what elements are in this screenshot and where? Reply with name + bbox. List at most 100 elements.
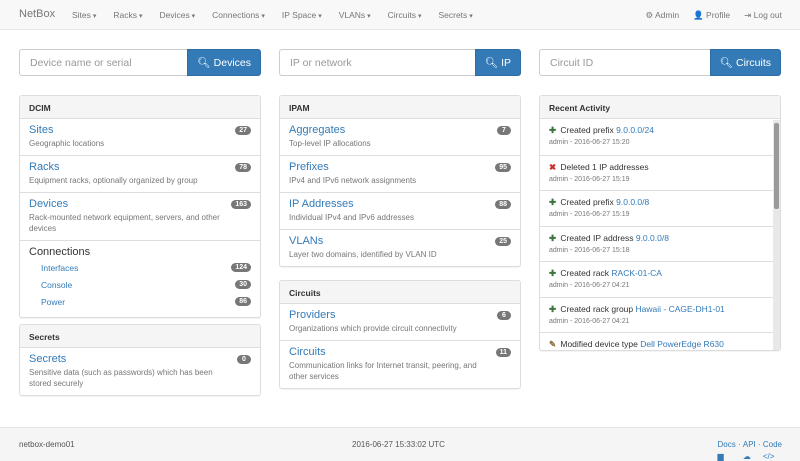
scrollbar[interactable] <box>773 120 780 350</box>
menu-circuits[interactable]: Circuits <box>388 10 422 20</box>
activity-line: ✚ Created prefix 9.0.0.0/24 <box>549 125 764 136</box>
item-title-link[interactable]: Aggregates <box>289 124 346 136</box>
circuit-search-button[interactable]: 🔍︎ Circuits <box>709 49 781 76</box>
item-title-link[interactable]: Prefixes <box>289 161 329 173</box>
activity-item: ✚ Created IP address 9.0.0.0/8 admin - 20… <box>540 225 773 262</box>
circuits-panel: Circuits Providers Organizations which pr… <box>279 280 521 389</box>
connection-item: Interfaces 124 <box>29 260 251 277</box>
activity-line: ✚ Created prefix 9.0.0.0/8 <box>549 197 764 208</box>
activity-line: ✚ Created IP address 9.0.0.0/8 <box>549 233 764 244</box>
item-title-link[interactable]: Devices <box>29 198 69 210</box>
connection-link[interactable]: Interfaces <box>41 263 79 273</box>
main-menu: Sites Racks Devices Connections IP Space… <box>72 10 490 20</box>
panel-heading: Recent Activity <box>540 96 780 119</box>
ip-search-input[interactable] <box>279 49 475 76</box>
connections-item: Connections Interfaces 124 Console 30 Power 8… <box>20 240 260 317</box>
item-title-link[interactable]: Sites <box>29 124 54 136</box>
item-description: Rack-mounted network equipment, servers,… <box>29 213 220 233</box>
list-item: VLANs Layer two domains, identified by VL… <box>280 229 520 266</box>
api-link[interactable]: API <box>742 440 756 449</box>
item-title-link[interactable]: VLANs <box>289 235 324 247</box>
circuit-search-input[interactable] <box>539 49 710 76</box>
count-badge: 0 <box>237 355 251 364</box>
count-badge: 7 <box>497 126 511 135</box>
menu-devices[interactable]: Devices <box>159 10 195 20</box>
activity-text: Deleted 1 IP addresses <box>560 161 649 172</box>
panel-heading: IPAM <box>280 96 520 119</box>
profile-link[interactable]: 👤 Profile <box>693 10 730 21</box>
admin-link[interactable]: ⚙ Admin <box>645 10 679 21</box>
activity-line: ✖ Deleted 1 IP addresses <box>549 162 764 173</box>
item-title-link[interactable]: Secrets <box>29 353 67 365</box>
activity-meta: admin - 2016-06-27 15:18 <box>549 246 630 254</box>
code-icon: </> <box>762 452 775 461</box>
device-search-input[interactable] <box>19 49 188 76</box>
item-description: Sensitive data (such as passwords) which… <box>29 368 213 388</box>
activity-object-link[interactable]: RACK-01-CA <box>611 268 662 278</box>
item-title-link[interactable]: Racks <box>29 161 60 173</box>
ip-search-button[interactable]: 🔍︎ IP <box>474 49 521 76</box>
button-label: Devices <box>213 57 251 69</box>
device-search-button[interactable]: 🔍︎ Devices <box>187 49 261 76</box>
cloud-icon: ☁ <box>742 452 751 461</box>
item-title-link[interactable]: Providers <box>289 309 336 321</box>
menu-secrets[interactable]: Secrets <box>438 10 472 20</box>
activity-item: ✚ Created rack group Hawaii - CAGE-DH1-0… <box>540 296 773 333</box>
activity-object-link[interactable]: 9.0.0.0/8 <box>616 197 650 207</box>
activity-object-link[interactable]: Dell PowerEdge R630 <box>640 339 724 349</box>
activity-line: ✚ Created rack group Hawaii - CAGE-DH1-0… <box>549 304 764 315</box>
brand-logo[interactable]: NetBox <box>19 8 56 20</box>
item-title-link[interactable]: Circuits <box>289 346 326 358</box>
connections-title: Connections <box>29 246 91 258</box>
list-item: Circuits Communication links for Internet… <box>280 340 520 388</box>
menu-sites[interactable]: Sites <box>72 10 96 20</box>
activity-meta: admin - 2016-06-27 15:20 <box>549 139 630 146</box>
connection-item: Power 86 <box>29 294 251 311</box>
activity-item: ✖ Deleted 1 IP addresses admin - 2016-06… <box>540 154 773 191</box>
dcim-panel: DCIM Sites Geographic locations 27 Racks Equ… <box>19 95 261 318</box>
list-item: Prefixes IPv4 and IPv6 network assignment… <box>280 155 520 192</box>
remove-icon: ✖ <box>549 161 557 172</box>
menu-ip-space[interactable]: IP Space <box>282 10 322 20</box>
activity-object-link[interactable]: 9.0.0.0/24 <box>616 125 654 135</box>
hostname: netbox-demo01 <box>19 440 75 449</box>
server-time: 2016-06-27 15:33:02 UTC <box>352 440 445 449</box>
connection-item: Console 30 <box>29 277 251 294</box>
menu-racks[interactable]: Racks <box>113 10 142 20</box>
panel-heading: DCIM <box>20 96 260 119</box>
secrets-panel: Secrets Secrets Sensitive data (such as p… <box>19 324 261 396</box>
button-label: IP <box>501 57 511 69</box>
connection-link[interactable]: Power <box>41 297 66 307</box>
connection-link[interactable]: Console <box>41 280 73 290</box>
activity-object-link[interactable]: Hawaii - CAGE-DH1-01 <box>635 303 725 314</box>
code-link[interactable]: Code <box>762 440 782 449</box>
gear-icon: ⚙ <box>645 10 654 20</box>
item-title-link[interactable]: IP Addresses <box>289 198 354 210</box>
activity-line: ✎ Modified device type Dell PowerEdge R6… <box>549 339 764 350</box>
item-description: Communication links for Internet transit… <box>289 361 477 381</box>
activity-object-link[interactable]: 9.0.0.0/8 <box>635 232 669 243</box>
item-description: Geographic locations <box>29 139 105 148</box>
logout-link[interactable]: ⇥ Log out <box>744 10 782 21</box>
recent-activity-panel: Recent Activity ✚ Created prefix 9.0.0.0… <box>539 95 781 351</box>
list-item: Aggregates Top-level IP allocations 7 <box>280 119 520 155</box>
item-description: Top-level IP allocations <box>289 139 371 148</box>
admin-label: Admin <box>654 10 680 20</box>
count-badge: 27 <box>235 126 251 135</box>
scrollbar-thumb[interactable] <box>774 123 779 209</box>
activity-text: Created prefix <box>560 197 614 207</box>
count-badge: 88 <box>495 200 511 209</box>
button-label: Circuits <box>735 57 771 69</box>
pencil-icon: ✎ <box>549 339 557 349</box>
activity-text: Created rack group <box>560 303 634 314</box>
menu-vlans[interactable]: VLANs <box>339 10 371 20</box>
menu-connections[interactable]: Connections <box>212 10 265 20</box>
count-badge: 163 <box>231 200 251 209</box>
panel-heading: Secrets <box>20 325 260 348</box>
list-item: Providers Organizations which provide cir… <box>280 304 520 340</box>
docs-link[interactable]: Docs <box>717 440 736 449</box>
plus-icon: ✚ <box>549 197 557 207</box>
list-item: Devices Rack-mounted network equipment, s… <box>20 192 260 240</box>
book-icon: ▆ <box>717 452 724 461</box>
profile-label: Profile <box>706 10 731 20</box>
